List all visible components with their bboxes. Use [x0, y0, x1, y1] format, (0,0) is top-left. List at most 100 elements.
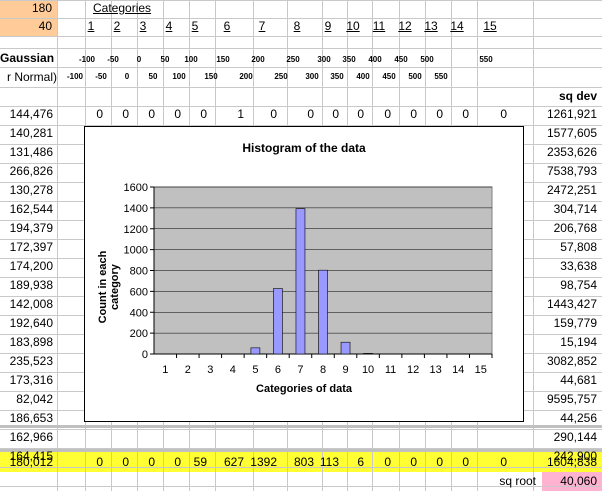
totals-count[interactable]: 0	[500, 455, 507, 469]
totals-count[interactable]: 113	[319, 455, 339, 469]
row-category-count[interactable]: 0	[270, 107, 277, 121]
totals-count[interactable]: 627	[223, 455, 244, 469]
lower-bound[interactable]: 200	[251, 55, 265, 64]
row-value[interactable]: 266,826	[9, 164, 53, 178]
cell-a2[interactable]: 40	[38, 19, 52, 33]
left-header-line2[interactable]: r Normal)	[7, 70, 57, 84]
category-number[interactable]: 14	[450, 19, 464, 33]
category-number[interactable]: 3	[139, 19, 147, 33]
row-category-count[interactable]: 0	[96, 107, 103, 121]
upper-bound[interactable]: -100	[66, 72, 83, 81]
row-sqdev[interactable]: 44,681	[560, 373, 597, 387]
row-value[interactable]: 183,898	[9, 335, 53, 349]
upper-bound[interactable]: 200	[239, 72, 253, 81]
row-value[interactable]: 130,278	[9, 183, 53, 197]
totals-sqdev[interactable]: 1604,838	[546, 455, 597, 469]
totals-count[interactable]: 6	[357, 455, 364, 469]
lower-bound[interactable]: 100	[184, 55, 198, 64]
row-value[interactable]: 192,640	[9, 316, 53, 330]
lower-bound[interactable]: -50	[107, 55, 119, 64]
row-category-count[interactable]: 0	[357, 107, 364, 121]
lower-bound[interactable]: 50	[160, 55, 170, 64]
totals-count[interactable]: 0	[122, 455, 129, 469]
row-value[interactable]: 131,486	[9, 145, 53, 159]
row-sqdev[interactable]: 98,754	[560, 278, 597, 292]
row-sqdev[interactable]: 242,900	[553, 449, 597, 463]
category-number[interactable]: 5	[191, 19, 199, 33]
upper-bound[interactable]: 50	[148, 72, 158, 81]
upper-bound[interactable]: 150	[204, 72, 218, 81]
row-category-count[interactable]: 0	[122, 107, 129, 121]
row-sqdev[interactable]: 57,808	[560, 240, 597, 254]
upper-bound[interactable]: 300	[305, 72, 319, 81]
totals-count[interactable]: 0	[96, 455, 103, 469]
row-category-count[interactable]: 1	[237, 107, 244, 121]
upper-bound[interactable]: 250	[274, 72, 288, 81]
totals-count[interactable]: 0	[436, 455, 443, 469]
lower-bound[interactable]: 550	[479, 55, 493, 64]
row-category-count[interactable]: 0	[307, 107, 314, 121]
row-category-count[interactable]: 0	[200, 107, 207, 121]
totals-count[interactable]: 803	[293, 455, 314, 469]
row-value[interactable]: 235,523	[9, 354, 53, 368]
row-sqdev[interactable]: 1443,427	[546, 297, 597, 311]
lower-bound[interactable]: -100	[78, 55, 95, 64]
row-category-count[interactable]: 0	[148, 107, 155, 121]
cell-a1[interactable]: 180	[31, 1, 52, 15]
row-value[interactable]: 162,966	[9, 430, 53, 444]
row-sqdev[interactable]: 15,194	[560, 335, 597, 349]
row-value[interactable]: 144,476	[9, 107, 53, 121]
totals-count[interactable]: 0	[410, 455, 417, 469]
upper-bound[interactable]: 0	[124, 72, 130, 81]
row-category-count[interactable]: 0	[384, 107, 391, 121]
row-sqdev[interactable]: 44,256	[560, 411, 597, 425]
category-number[interactable]: 15	[483, 19, 497, 33]
upper-bound[interactable]: 550	[434, 72, 448, 81]
row-category-count[interactable]: 0	[332, 107, 339, 121]
upper-bound[interactable]: 400	[356, 72, 370, 81]
row-value[interactable]: 82,042	[16, 392, 53, 406]
row-value[interactable]: 173,316	[9, 373, 53, 387]
upper-bound[interactable]: 350	[330, 72, 344, 81]
upper-bound[interactable]: 450	[382, 72, 396, 81]
row-value[interactable]: 174,200	[9, 259, 53, 273]
upper-bound[interactable]: 100	[172, 72, 186, 81]
category-number[interactable]: 8	[293, 19, 301, 33]
row-sqdev[interactable]: 1577,605	[546, 126, 597, 140]
category-number[interactable]: 13	[424, 19, 438, 33]
category-number[interactable]: 7	[258, 19, 266, 33]
totals-count[interactable]: 0	[462, 455, 469, 469]
left-header-line1[interactable]: Gaussian	[0, 51, 55, 65]
row-value[interactable]: 186,653	[9, 411, 53, 425]
categories-label[interactable]: Categories	[93, 1, 152, 15]
category-number[interactable]: 10	[346, 19, 360, 33]
row-category-count[interactable]: 0	[410, 107, 417, 121]
totals-count[interactable]: 0	[384, 455, 391, 469]
category-number[interactable]: 9	[324, 19, 332, 33]
row-sqdev[interactable]: 9595,757	[546, 392, 597, 406]
category-number[interactable]: 6	[223, 19, 231, 33]
row-category-count[interactable]: 0	[174, 107, 181, 121]
upper-bound[interactable]	[453, 68, 495, 86]
lower-bound[interactable]: 300	[317, 55, 331, 64]
row-category-count[interactable]: 0	[436, 107, 443, 121]
row-sqdev[interactable]: 2353,626	[546, 145, 597, 159]
category-number[interactable]: 2	[113, 19, 121, 33]
lower-bound[interactable]: 400	[368, 55, 382, 64]
row-sqdev[interactable]: 290,144	[553, 430, 597, 444]
lower-bound[interactable]: 250	[286, 55, 300, 64]
row-value[interactable]: 164,415	[9, 449, 53, 463]
row-sqdev[interactable]: 3082,852	[546, 354, 597, 368]
row-value[interactable]: 162,544	[9, 202, 53, 216]
totals-count[interactable]: 0	[174, 455, 181, 469]
totals-count[interactable]: 59	[193, 455, 207, 469]
row-value[interactable]: 189,938	[9, 278, 53, 292]
row-category-count[interactable]: 0	[500, 107, 507, 121]
row-sqdev[interactable]: 7538,793	[546, 164, 597, 178]
totals-count[interactable]: 1392	[250, 455, 277, 469]
upper-bound[interactable]: 500	[408, 72, 422, 81]
lower-bound[interactable]: 350	[342, 55, 356, 64]
row-value[interactable]: 140,281	[9, 126, 53, 140]
sqroot-label[interactable]: sq root	[499, 474, 536, 488]
sqdev-header[interactable]: sq dev	[558, 89, 597, 103]
